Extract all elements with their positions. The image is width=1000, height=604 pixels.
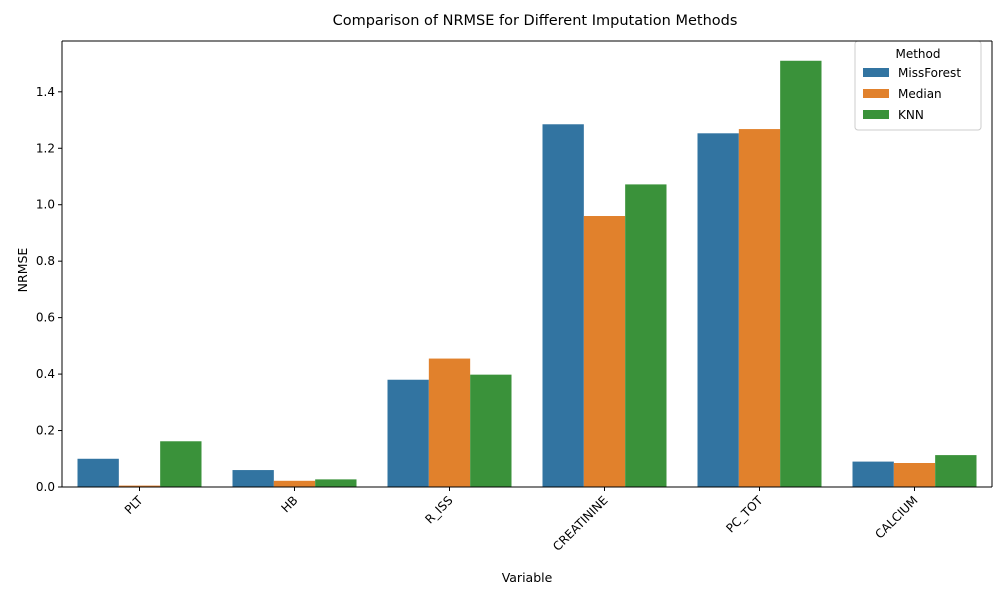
- bar-knn-plt: [160, 441, 202, 487]
- y-tick-label: 0.8: [36, 254, 55, 268]
- y-tick-label: 1.0: [36, 198, 55, 212]
- bar-missforest-plt: [77, 458, 119, 487]
- legend-swatch-median: [863, 89, 889, 98]
- legend-title: Method: [895, 47, 940, 61]
- legend-swatch-knn: [863, 110, 889, 119]
- legend-label-knn: KNN: [898, 108, 924, 122]
- bar-median-creatinine: [583, 216, 626, 487]
- legend-label-missforest: MissForest: [898, 66, 961, 80]
- y-tick-label: 0.4: [36, 367, 55, 381]
- bar-missforest-creatinine: [542, 124, 584, 487]
- bar-median-hb: [273, 480, 316, 487]
- y-axis-label: NRMSE: [15, 248, 30, 293]
- bar-median-calcium: [893, 463, 936, 487]
- legend-swatch-missforest: [863, 68, 889, 77]
- bar-knn-pc_tot: [780, 60, 822, 488]
- x-tick-label: R_ISS: [422, 493, 455, 526]
- y-axis: 0.0 0.2 0.4 0.6 0.8 1.0 1.2 1.4: [36, 85, 62, 494]
- x-tick-label: HB: [279, 493, 301, 515]
- x-axis: PLT HB R_ISS CREATININE PC_TOT CALCIUM: [122, 487, 921, 554]
- bar-median-plt: [118, 485, 161, 487]
- y-tick-label: 0.2: [36, 424, 55, 438]
- bar-knn-calcium: [935, 455, 977, 487]
- bar-missforest-pc_tot: [697, 133, 739, 488]
- bar-knn-r_iss: [470, 374, 512, 487]
- x-tick-label: PLT: [122, 493, 146, 517]
- x-axis-label: Variable: [502, 570, 553, 585]
- bar-knn-creatinine: [625, 184, 667, 487]
- bar-median-r_iss: [428, 358, 471, 487]
- x-tick-label: CALCIUM: [872, 493, 920, 541]
- bar-median-pc_tot: [738, 129, 781, 487]
- bar-knn-hb: [315, 479, 357, 487]
- x-tick-label: CREATININE: [550, 493, 610, 553]
- chart-title: Comparison of NRMSE for Different Imputa…: [333, 13, 738, 29]
- bar-missforest-calcium: [852, 461, 894, 487]
- legend: Method MissForest Median KNN: [854, 40, 982, 131]
- bar-missforest-hb: [232, 470, 274, 487]
- x-tick-label: PC_TOT: [723, 493, 766, 536]
- y-tick-label: 1.4: [36, 85, 55, 99]
- legend-label-median: Median: [898, 87, 942, 101]
- y-tick-label: 0.6: [36, 311, 55, 325]
- bars-layer: [77, 60, 977, 488]
- bar-missforest-r_iss: [387, 379, 429, 487]
- y-tick-label: 1.2: [36, 141, 55, 155]
- y-tick-label: 0.0: [36, 480, 55, 494]
